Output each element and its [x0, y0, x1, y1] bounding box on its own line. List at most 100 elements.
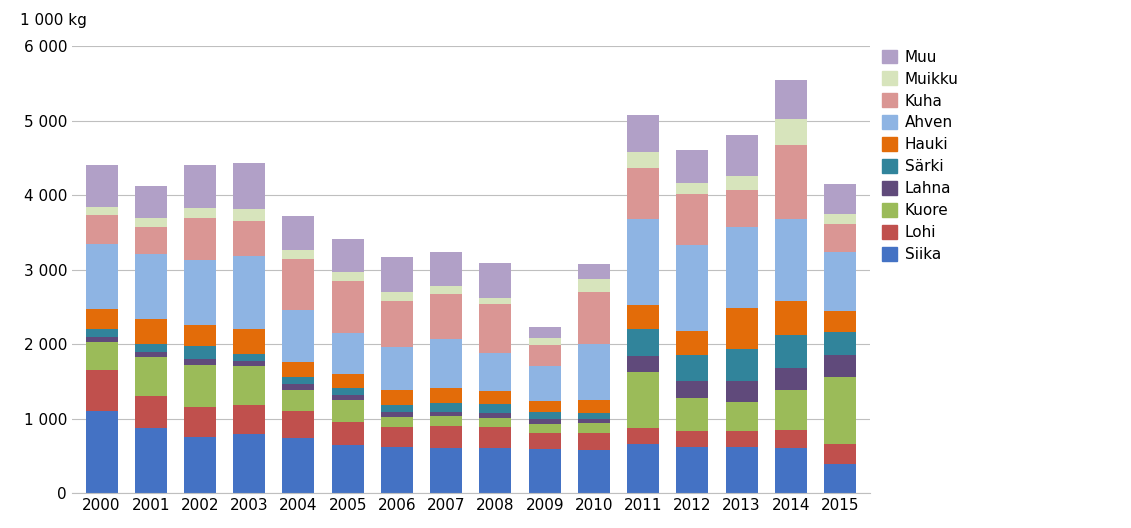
Bar	[233, 435, 266, 493]
Bar	[283, 216, 314, 250]
Bar	[578, 400, 610, 413]
Bar	[430, 340, 463, 388]
Bar	[628, 152, 659, 168]
Bar	[528, 345, 561, 366]
Bar	[233, 163, 266, 209]
Bar	[135, 218, 166, 227]
Bar	[676, 447, 708, 493]
Bar	[824, 312, 856, 332]
Bar	[775, 368, 806, 390]
Bar	[528, 401, 561, 412]
Bar	[331, 280, 364, 333]
Bar	[381, 427, 413, 447]
Bar	[430, 412, 463, 417]
Bar	[480, 427, 511, 448]
Bar	[775, 219, 806, 301]
Bar	[331, 445, 364, 493]
Bar	[726, 402, 758, 430]
Bar	[381, 292, 413, 301]
Bar	[430, 403, 463, 412]
Bar	[726, 381, 758, 402]
Bar	[480, 413, 511, 418]
Bar	[283, 362, 314, 377]
Bar	[775, 301, 806, 335]
Bar	[676, 245, 708, 331]
Bar	[86, 214, 118, 243]
Bar	[331, 374, 364, 388]
Bar	[676, 398, 708, 430]
Bar	[86, 337, 118, 342]
Bar	[480, 263, 511, 298]
Bar	[184, 408, 216, 437]
Bar	[480, 298, 511, 304]
Bar	[676, 183, 708, 194]
Bar	[824, 214, 856, 223]
Bar	[184, 437, 216, 493]
Bar	[480, 391, 511, 404]
Bar	[775, 80, 806, 118]
Bar	[628, 168, 659, 219]
Bar	[184, 359, 216, 365]
Bar	[86, 243, 118, 309]
Bar	[726, 190, 758, 227]
Bar	[824, 355, 856, 377]
Bar	[824, 223, 856, 252]
Bar	[381, 447, 413, 493]
Bar	[381, 417, 413, 427]
Bar	[331, 388, 364, 395]
Bar	[233, 221, 266, 256]
Bar	[824, 332, 856, 355]
Bar	[233, 366, 266, 406]
Bar	[480, 404, 511, 413]
Bar	[86, 342, 118, 370]
Bar	[184, 165, 216, 208]
Bar	[628, 328, 659, 356]
Bar	[184, 218, 216, 260]
Bar	[628, 428, 659, 444]
Bar	[283, 438, 314, 493]
Bar	[430, 388, 463, 403]
Bar	[528, 338, 561, 345]
Bar	[86, 411, 118, 493]
Bar	[430, 252, 463, 286]
Bar	[628, 305, 659, 328]
Bar	[184, 365, 216, 408]
Bar	[381, 301, 413, 347]
Bar	[528, 412, 561, 419]
Bar	[331, 422, 364, 445]
Bar	[578, 433, 610, 450]
Bar	[578, 292, 610, 344]
Bar	[283, 377, 314, 384]
Bar	[676, 355, 708, 381]
Bar	[775, 448, 806, 493]
Bar	[726, 227, 758, 308]
Bar	[283, 250, 314, 259]
Bar	[628, 356, 659, 372]
Bar	[135, 344, 166, 352]
Bar	[824, 184, 856, 214]
Bar	[430, 448, 463, 493]
Bar	[628, 372, 659, 428]
Bar	[726, 350, 758, 381]
Bar	[676, 194, 708, 245]
Bar	[480, 304, 511, 353]
Bar	[86, 165, 118, 207]
Bar	[381, 347, 413, 390]
Bar	[628, 444, 659, 493]
Bar	[135, 428, 166, 493]
Bar	[528, 433, 561, 449]
Bar	[184, 260, 216, 325]
Bar	[578, 450, 610, 493]
Bar	[283, 259, 314, 310]
Bar	[824, 377, 856, 444]
Bar	[381, 412, 413, 417]
Bar	[578, 419, 610, 423]
Bar	[135, 319, 166, 344]
Bar	[233, 256, 266, 329]
Bar	[184, 208, 216, 218]
Bar	[86, 370, 118, 411]
Bar	[726, 135, 758, 176]
Bar	[283, 310, 314, 362]
Bar	[135, 397, 166, 428]
Bar	[233, 329, 266, 354]
